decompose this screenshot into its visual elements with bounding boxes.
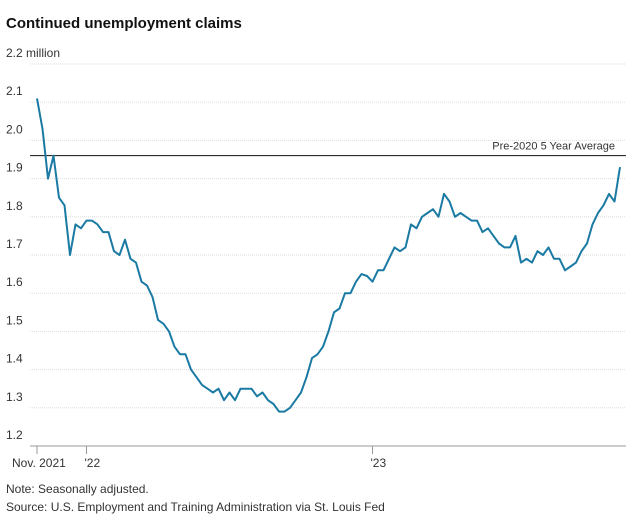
- note: Note: Seasonally adjusted.: [6, 482, 149, 496]
- data-line: [36, 98, 621, 413]
- x-tick-label: Nov. 2021: [12, 456, 66, 470]
- chart-title: Continued unemployment claims: [6, 15, 242, 32]
- y-tick-label: 1.6: [6, 275, 23, 289]
- y-tick-label: 1.2: [6, 428, 23, 442]
- y-tick-label: 2.1: [6, 84, 23, 98]
- reference-label: Pre-2020 5 Year Average: [492, 141, 615, 153]
- y-tick-label: 2.0: [6, 122, 23, 136]
- y-tick-label: 1.7: [6, 237, 23, 251]
- x-tick-label: '22: [85, 456, 101, 470]
- x-tick-label: '23: [371, 456, 387, 470]
- y-tick-label: 1.4: [6, 352, 23, 366]
- source: Source: U.S. Employment and Training Adm…: [6, 500, 385, 514]
- y-tick-label: 1.8: [6, 199, 23, 213]
- y-tick-label: 2.2 million: [6, 46, 60, 60]
- y-tick-label: 1.3: [6, 390, 23, 404]
- y-tick-label: 1.9: [6, 161, 23, 175]
- y-tick-label: 1.5: [6, 313, 23, 327]
